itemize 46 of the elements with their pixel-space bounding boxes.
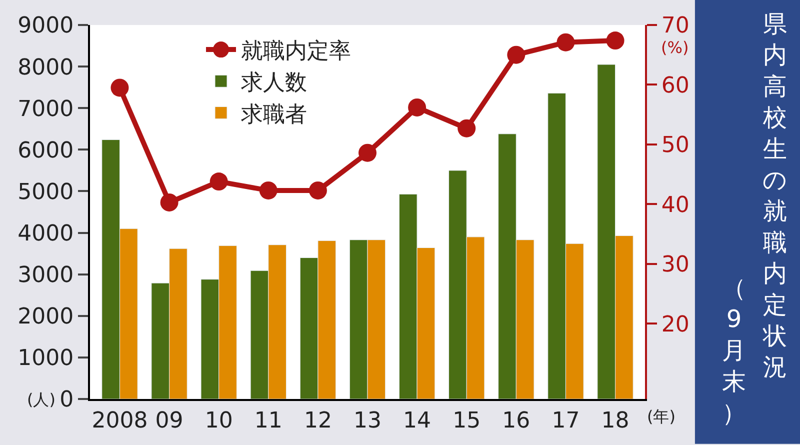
point — [308, 181, 327, 200]
y-tick-label: 2000 — [18, 304, 74, 330]
y-tick-label: 6000 — [18, 138, 74, 164]
y2-tick-label: 50 — [661, 133, 690, 158]
x-tick-label: 2008 — [92, 408, 148, 434]
y2-tick-label: 70 — [661, 14, 690, 39]
y-tick-label: 7000 — [18, 96, 74, 122]
x-tick-label: 10 — [204, 408, 233, 434]
legend-label: 就職内定率 — [241, 39, 351, 64]
x-tick-label: 11 — [254, 408, 282, 434]
point — [408, 98, 426, 116]
x-tick-label: 12 — [304, 408, 332, 434]
point — [358, 144, 376, 162]
point — [110, 78, 129, 97]
y2-tick-label: 20 — [661, 312, 690, 338]
x-tick-label: 13 — [354, 408, 382, 434]
x-tick-label: 17 — [552, 408, 580, 434]
point — [160, 193, 178, 212]
y-tick-label: 8000 — [18, 55, 74, 80]
point — [606, 32, 624, 50]
y-tick-label: 4000 — [18, 221, 74, 246]
y-axis-title: (人) — [27, 390, 56, 409]
point — [507, 46, 526, 64]
y-tick-label: 3000 — [18, 263, 74, 288]
y-tick-label: 1000 — [18, 346, 74, 372]
x-tick-label: 15 — [452, 408, 481, 434]
y-tick-label: 9000 — [18, 14, 74, 39]
point — [556, 33, 575, 52]
legend-label: 求人数 — [241, 70, 307, 96]
y2-axis-title: (%) — [661, 38, 689, 57]
y2-tick-label: 60 — [661, 73, 690, 98]
x-axis-title: (年) — [647, 407, 676, 426]
text: （9月末） — [722, 274, 746, 427]
legend-label: 求職者 — [241, 102, 307, 128]
y2-tick-label: 30 — [661, 252, 690, 278]
x-tick-label: 09 — [155, 408, 184, 434]
point — [210, 172, 228, 191]
x-tick-label: 14 — [403, 408, 432, 434]
chart-title: 県内高校生の就職内定状況 — [762, 10, 788, 382]
y-tick-label: 5000 — [18, 180, 74, 205]
x-tick-label: 16 — [502, 408, 530, 434]
y-tick-label: 0 — [60, 388, 74, 413]
point — [259, 181, 278, 200]
point — [458, 119, 476, 138]
x-tick-label: 18 — [601, 408, 630, 434]
y2-tick-label: 40 — [661, 192, 690, 218]
